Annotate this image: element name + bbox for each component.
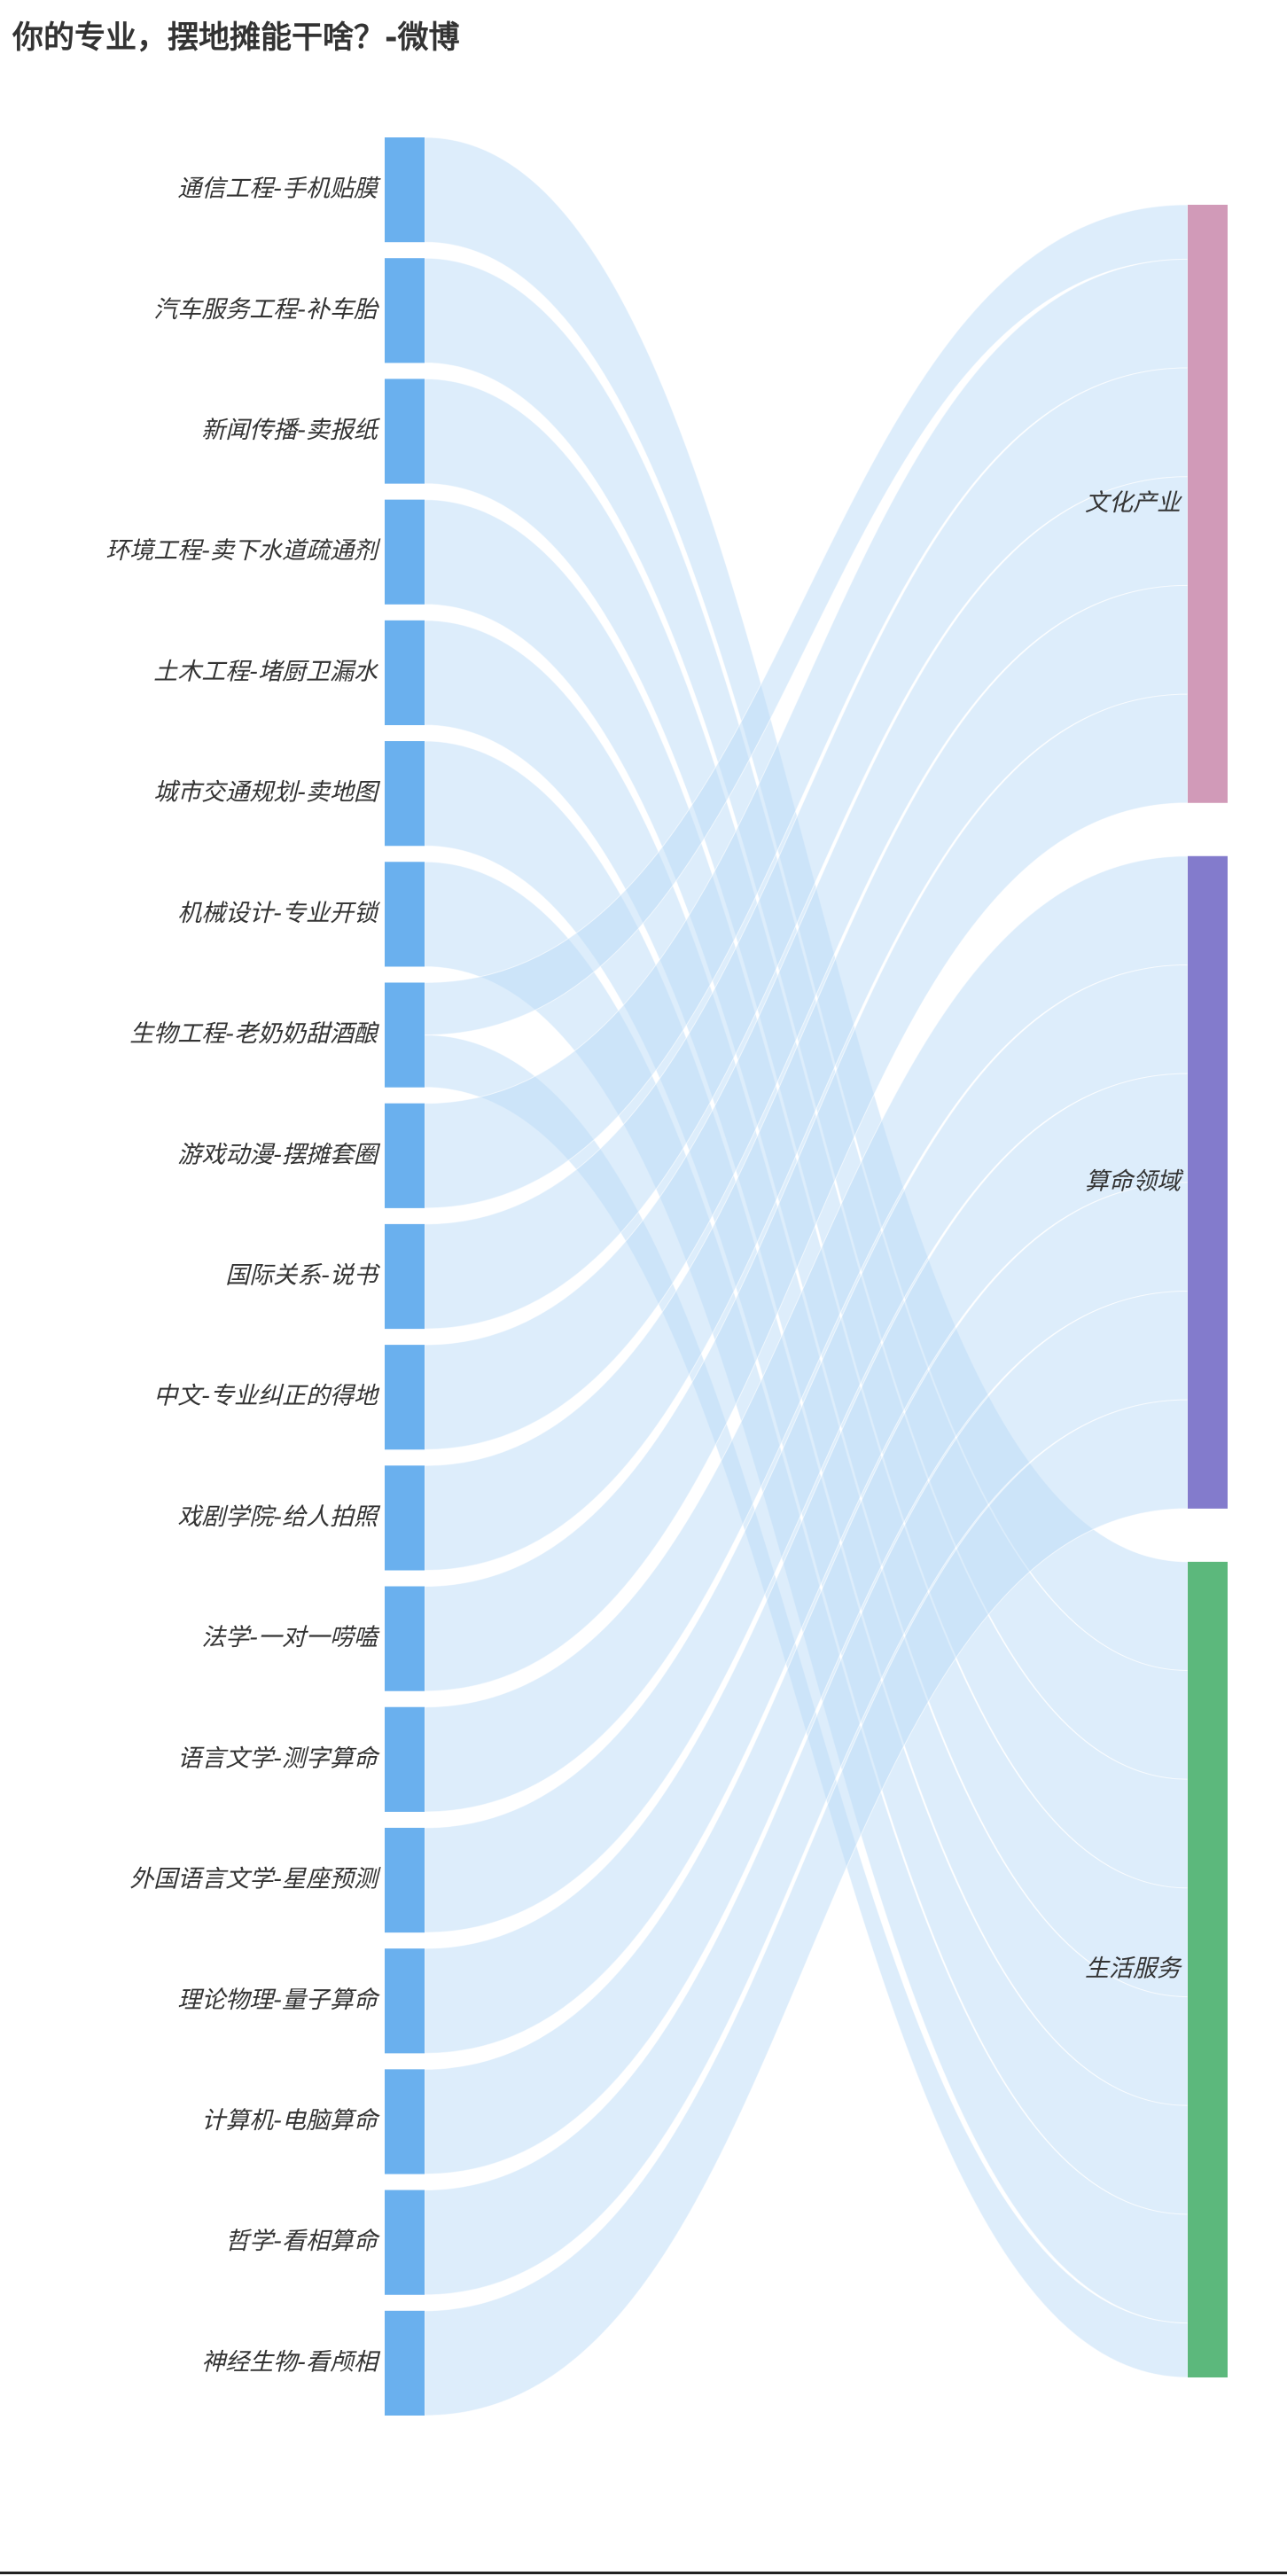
source-node (385, 258, 425, 363)
source-label: 游戏动漫-摆摊套圈 (177, 1141, 381, 1168)
bottom-divider (0, 2572, 1287, 2574)
source-label: 语言文学-测字算命 (177, 1745, 380, 1772)
source-node (385, 499, 425, 605)
source-label: 通信工程-手机贴膜 (177, 176, 381, 203)
source-node (385, 1706, 425, 1812)
source-label: 法学-一对一唠嗑 (201, 1624, 380, 1651)
source-label: 机械设计-专业开锁 (177, 900, 381, 927)
source-node (385, 137, 425, 243)
target-label: 算命领域 (1085, 1167, 1184, 1195)
nodes-layer (385, 137, 1228, 2416)
target-node (1188, 855, 1228, 1509)
source-node (385, 2069, 425, 2174)
source-node (385, 379, 425, 484)
source-label: 神经生物-看颅相 (201, 2348, 381, 2376)
source-node (385, 1586, 425, 1691)
source-node (385, 1345, 425, 1450)
source-node (385, 1223, 425, 1330)
source-label: 哲学-看相算命 (225, 2228, 380, 2255)
source-node (385, 862, 425, 967)
source-node (385, 1103, 425, 1208)
links-layer (424, 137, 1189, 2416)
source-label: 计算机-电脑算命 (201, 2107, 380, 2135)
source-label: 环境工程-卖下水道疏通剂 (105, 537, 381, 565)
source-label: 外国语言文学-星座预测 (129, 1866, 381, 1893)
source-label: 理论物理-量子算命 (177, 1987, 380, 2014)
source-node (385, 1465, 425, 1571)
source-node (385, 741, 425, 847)
source-label: 中文-专业纠正的得地 (153, 1383, 380, 1410)
source-label: 新闻传播-卖报纸 (201, 417, 381, 444)
source-label: 生物工程-老奶奶甜酒酿 (129, 1020, 379, 1048)
source-label: 国际关系-说书 (225, 1262, 381, 1290)
source-label: 戏剧学院-给人拍照 (177, 1503, 381, 1531)
labels-layer: 通信工程-手机贴膜汽车服务工程-补车胎新闻传播-卖报纸环境工程-卖下水道疏通剂土… (105, 176, 1184, 2377)
source-node (385, 2190, 425, 2295)
source-node (385, 1827, 425, 1933)
target-label: 文化产业 (1085, 489, 1182, 517)
target-label: 生活服务 (1085, 1955, 1182, 1982)
source-node (385, 982, 425, 1088)
source-node (385, 1948, 425, 2054)
sankey-link (424, 1399, 1189, 2416)
target-node (1188, 205, 1228, 803)
source-node (385, 620, 425, 726)
target-node (1188, 1561, 1228, 2377)
source-label: 汽车服务工程-补车胎 (153, 296, 379, 324)
page-title: 你的专业，摆地摊能干啥？-微博 (12, 20, 460, 56)
source-label: 土木工程-堵厨卫漏水 (153, 658, 378, 685)
source-label: 城市交通规划-卖地图 (153, 779, 381, 807)
source-node (385, 2310, 425, 2416)
